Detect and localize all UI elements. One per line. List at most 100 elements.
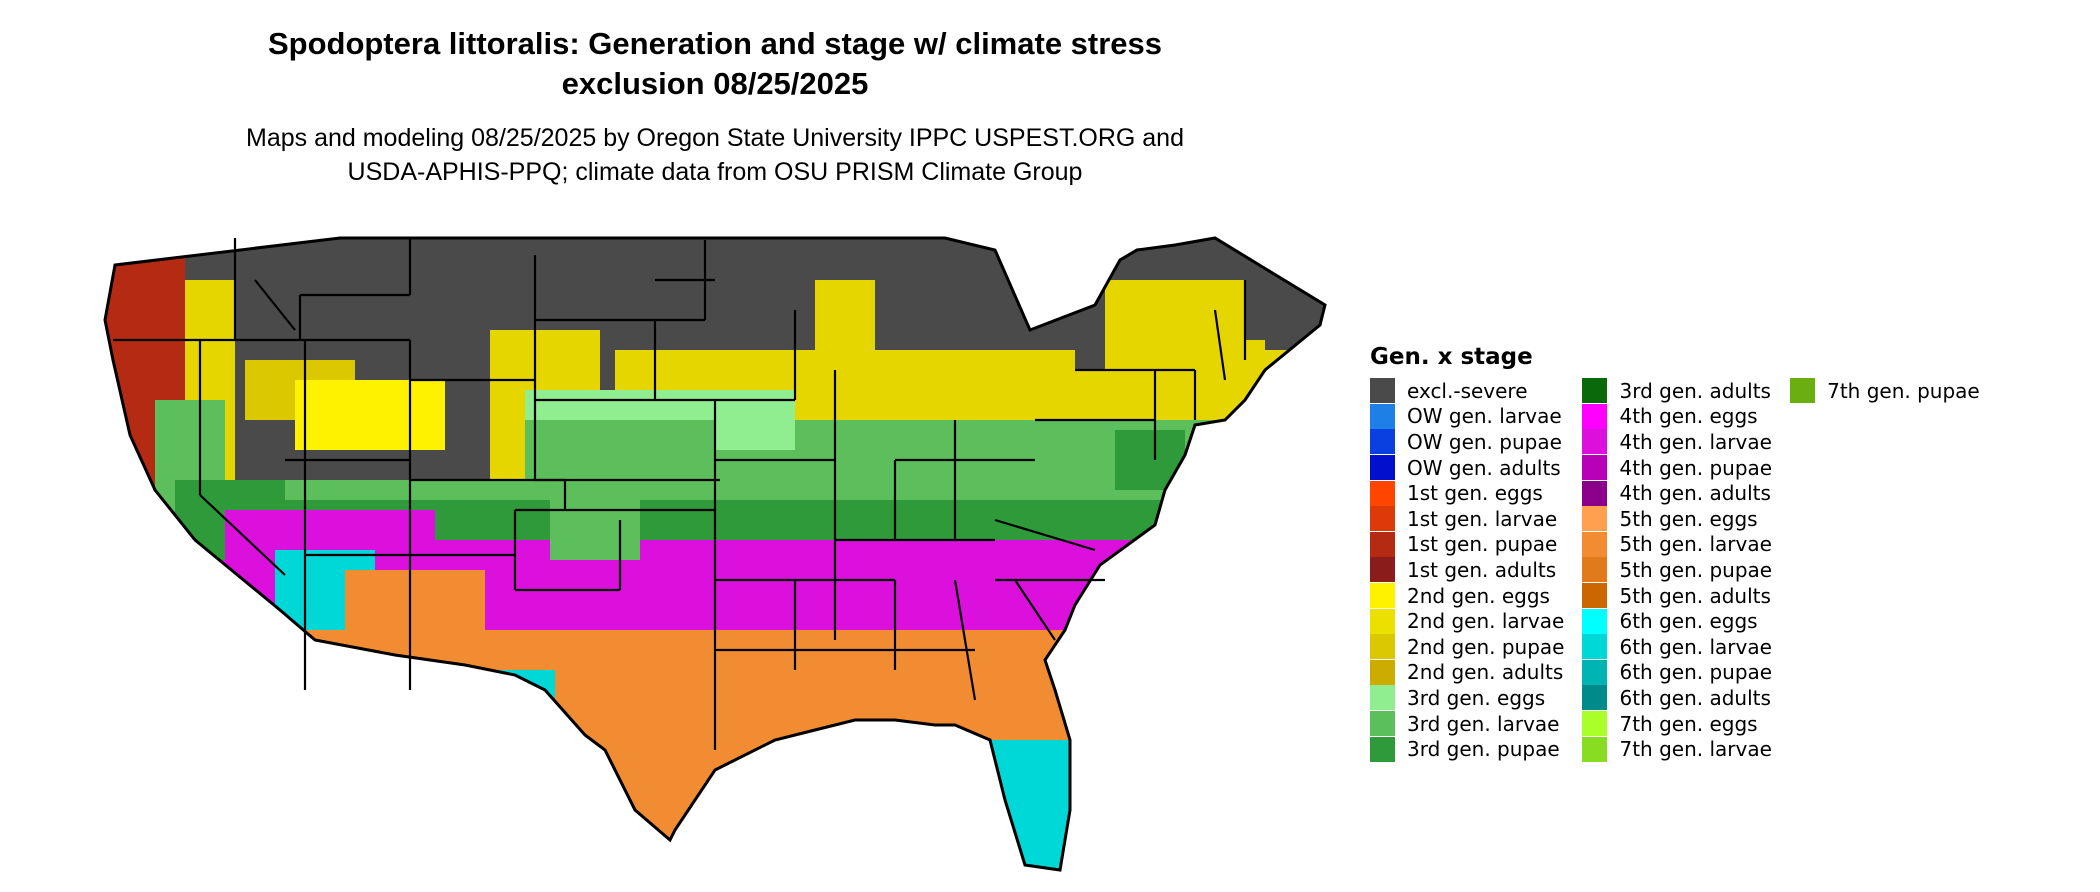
- legend-swatch: [1370, 557, 1395, 583]
- legend-swatch: [1582, 531, 1608, 557]
- legend-item: 4th gen. larvae: [1582, 429, 1772, 455]
- legend-swatch: [1370, 583, 1395, 609]
- legend-label: 3rd gen. pupae: [1407, 737, 1560, 762]
- legend-item: OW gen. adults: [1370, 455, 1564, 481]
- legend-item: 3rd gen. eggs: [1370, 685, 1564, 711]
- legend-swatch: [1582, 378, 1608, 404]
- legend-label: 1st gen. larvae: [1407, 506, 1558, 531]
- legend-label: 7th gen. pupae: [1827, 378, 1980, 403]
- map-title-line1: Spodoptera littoralis: Generation and st…: [267, 26, 1163, 61]
- legend-swatch: [1582, 608, 1608, 634]
- legend-columns: excl.-severe OW gen. larvae OW gen. pupae O…: [1370, 378, 1980, 762]
- legend-label: OW gen. adults: [1407, 455, 1561, 480]
- legend-swatch: [1370, 480, 1395, 506]
- legend-item: 6th gen. pupae: [1582, 659, 1772, 686]
- map-subtitle-line2: USDA-APHIS-PPQ; climate data from OSU PR…: [347, 158, 1083, 186]
- legend-column: 3rd gen. adults 4th gen. eggs 4th gen. lar…: [1582, 378, 1772, 762]
- legend-label: 5th gen. pupae: [1619, 557, 1773, 582]
- legend-item: 3rd gen. larvae: [1370, 711, 1564, 737]
- legend-item: 1st gen. larvae: [1370, 506, 1564, 532]
- legend-label: OW gen. pupae: [1407, 429, 1562, 454]
- legend-label: 3rd gen. eggs: [1407, 685, 1546, 710]
- legend-swatch: [1582, 583, 1608, 609]
- legend-item: excl.-severe: [1370, 378, 1564, 404]
- legend-swatch: [1370, 506, 1395, 532]
- legend-swatch: [1370, 685, 1395, 711]
- legend-label: OW gen. larvae: [1407, 404, 1562, 429]
- legend-item: 3rd gen. pupae: [1370, 736, 1564, 762]
- legend-column: 7th gen. pupae: [1790, 378, 1980, 762]
- legend-item: 1st gen. pupae: [1370, 531, 1564, 558]
- legend-item: 4th gen. adults: [1582, 480, 1772, 506]
- legend-item: 4th gen. pupae: [1582, 455, 1772, 481]
- legend-swatch: [1582, 480, 1608, 506]
- legend-swatch: [1370, 659, 1395, 685]
- legend-item: 3rd gen. adults: [1582, 378, 1772, 404]
- legend-item: 2nd gen. eggs: [1370, 583, 1564, 609]
- legend-swatch: [1370, 711, 1395, 737]
- legend-swatch: [1582, 659, 1608, 685]
- legend-column: excl.-severe OW gen. larvae OW gen. pupae O…: [1370, 378, 1564, 762]
- legend-label: 4th gen. larvae: [1619, 429, 1772, 454]
- legend-swatch: [1582, 685, 1608, 711]
- legend-swatch: [1790, 378, 1816, 404]
- legend-title: Gen. x stage: [1370, 344, 1533, 370]
- legend-label: 5th gen. adults: [1619, 583, 1771, 608]
- legend-label: 1st gen. pupae: [1407, 532, 1558, 557]
- legend-item: 6th gen. eggs: [1582, 608, 1772, 634]
- legend-label: 6th gen. eggs: [1619, 609, 1758, 634]
- legend-swatch: [1582, 506, 1608, 532]
- legend-label: 5th gen. eggs: [1619, 506, 1758, 531]
- legend-swatch: [1582, 711, 1608, 737]
- legend-item: OW gen. pupae: [1370, 429, 1564, 455]
- map-subtitle: Maps and modeling 08/25/2025 by Oregon S…: [60, 121, 1370, 189]
- legend-swatch: [1582, 403, 1608, 429]
- legend-label: 4th gen. pupae: [1619, 455, 1773, 480]
- legend-swatch: [1370, 736, 1395, 762]
- legend-item: 1st gen. eggs: [1370, 480, 1564, 506]
- legend-item: 7th gen. pupae: [1790, 378, 1980, 404]
- legend-label: 3rd gen. larvae: [1407, 711, 1560, 736]
- legend-swatch: [1370, 455, 1395, 481]
- legend-swatch: [1582, 455, 1608, 481]
- legend-swatch: [1370, 608, 1395, 634]
- legend-item: 5th gen. larvae: [1582, 531, 1772, 558]
- legend-item: OW gen. larvae: [1370, 403, 1564, 430]
- legend-label: 4th gen. adults: [1619, 481, 1771, 506]
- legend-swatch: [1370, 531, 1395, 557]
- legend-item: 4th gen. eggs: [1582, 403, 1772, 430]
- legend-label: 7th gen. larvae: [1619, 737, 1772, 762]
- legend-label: 6th gen. adults: [1619, 685, 1771, 710]
- legend-label: 2nd gen. larvae: [1407, 609, 1565, 634]
- legend-label: 3rd gen. adults: [1619, 378, 1771, 403]
- legend-item: 2nd gen. adults: [1370, 659, 1564, 686]
- legend-swatch: [1370, 378, 1395, 404]
- legend-item: 7th gen. eggs: [1582, 711, 1772, 737]
- legend-label: excl.-severe: [1407, 378, 1528, 403]
- legend-item: 5th gen. eggs: [1582, 506, 1772, 532]
- legend-item: 5th gen. pupae: [1582, 557, 1772, 583]
- legend-swatch: [1582, 634, 1608, 660]
- legend-swatch: [1370, 634, 1395, 660]
- legend-label: 2nd gen. pupae: [1407, 634, 1565, 659]
- legend-item: 1st gen. adults: [1370, 557, 1564, 583]
- legend-item: 2nd gen. pupae: [1370, 634, 1564, 660]
- us-map: [103, 236, 1327, 872]
- legend-swatch: [1370, 403, 1395, 429]
- legend-item: 6th gen. adults: [1582, 685, 1772, 711]
- legend-item: 2nd gen. larvae: [1370, 608, 1564, 634]
- legend-label: 7th gen. eggs: [1619, 711, 1758, 736]
- map-subtitle-line1: Maps and modeling 08/25/2025 by Oregon S…: [246, 124, 1184, 152]
- legend: Gen. x stage excl.-severe OW gen. larvae O…: [1370, 342, 1980, 762]
- map-title-line2: exclusion 08/25/2025: [561, 66, 869, 101]
- legend-swatch: [1582, 429, 1608, 455]
- legend-label: 1st gen. eggs: [1407, 481, 1543, 506]
- legend-label: 2nd gen. adults: [1407, 660, 1564, 685]
- map-title: Spodoptera littoralis: Generation and st…: [60, 24, 1370, 104]
- legend-label: 5th gen. larvae: [1619, 532, 1772, 557]
- legend-swatch: [1370, 429, 1395, 455]
- legend-item: 6th gen. larvae: [1582, 634, 1772, 660]
- legend-label: 2nd gen. eggs: [1407, 583, 1550, 608]
- legend-item: 5th gen. adults: [1582, 583, 1772, 609]
- legend-swatch: [1582, 736, 1608, 762]
